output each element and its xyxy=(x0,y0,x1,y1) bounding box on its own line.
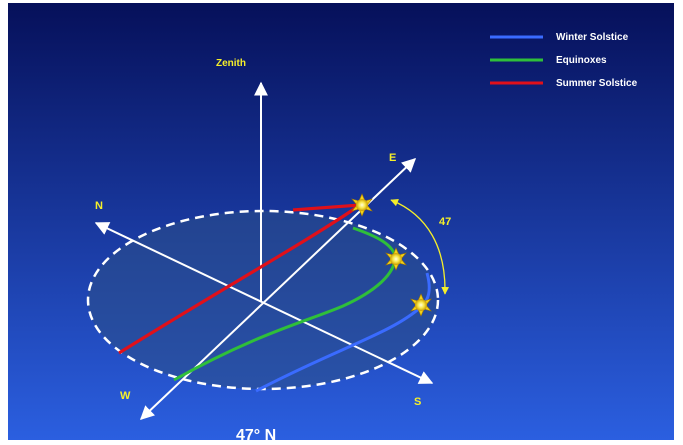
west-label: W xyxy=(120,390,131,402)
legend-label: Winter Solstice xyxy=(556,32,629,43)
legend-item-summer-solstice: Summer Solstice xyxy=(490,78,638,89)
zenith-label: Zenith xyxy=(216,58,246,69)
angle-arc xyxy=(390,199,450,295)
east-label: E xyxy=(389,152,396,164)
sun-path-diagram: Zenith N E S W 47 47° N Winter Solstice … xyxy=(8,3,674,440)
legend-label: Equinoxes xyxy=(556,55,607,66)
angle-label: 47 xyxy=(439,216,451,228)
south-label: S xyxy=(414,396,421,408)
legend-item-winter-solstice: Winter Solstice xyxy=(490,32,629,43)
legend: Winter Solstice Equinoxes Summer Solstic… xyxy=(490,32,638,89)
north-label: N xyxy=(95,200,103,212)
summer-solstice-path xyxy=(118,202,366,355)
equinox-path xyxy=(173,226,397,382)
legend-label: Summer Solstice xyxy=(556,78,638,89)
diagram-canvas: Zenith N E S W 47 47° N Winter Solstice … xyxy=(8,3,674,440)
legend-item-equinoxes: Equinoxes xyxy=(490,55,607,66)
latitude-label: 47° N xyxy=(236,427,276,440)
